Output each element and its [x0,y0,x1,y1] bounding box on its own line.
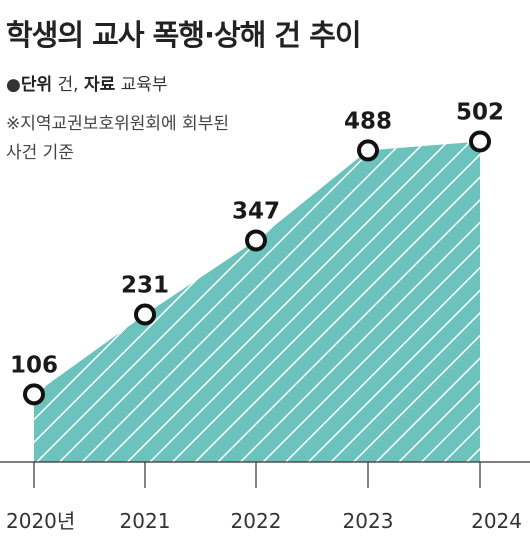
data-value-label: 347 [232,198,280,224]
data-value-label: 106 [10,352,58,378]
source-value: 교육부 [120,75,168,95]
data-point-marker [23,383,45,406]
unit-value: 건 [57,75,74,95]
data-point-marker [357,139,379,162]
data-point-marker [245,229,267,252]
x-tick-label: 2022 [231,509,282,533]
x-tick-label: 2023 [343,509,394,533]
data-point-marker [469,130,491,153]
unit-source-line: ●단위 건, 자료 교육부 [6,75,168,95]
footnote-line-1: ※지역교권보호위원회에 회부된 [6,114,229,134]
x-tick-label: 2020년 [6,509,75,533]
footnote: ※지역교권보호위원회에 회부된 사건 기준 [6,110,306,168]
data-point-marker [134,303,156,326]
source-label: 자료 [83,75,116,95]
chart-title: 학생의 교사 폭행·상해 건 추이 [6,18,362,52]
x-tick-label: 2024 [471,509,522,533]
data-value-label: 488 [344,108,392,134]
unit-label: 단위 [20,75,53,95]
footnote-line-2: 사건 기준 [6,143,74,163]
area-series [34,141,480,462]
bullet-icon: ● [6,75,21,95]
data-value-label: 231 [121,273,169,299]
data-value-label: 502 [456,99,504,125]
x-tick-label: 2021 [120,509,171,533]
